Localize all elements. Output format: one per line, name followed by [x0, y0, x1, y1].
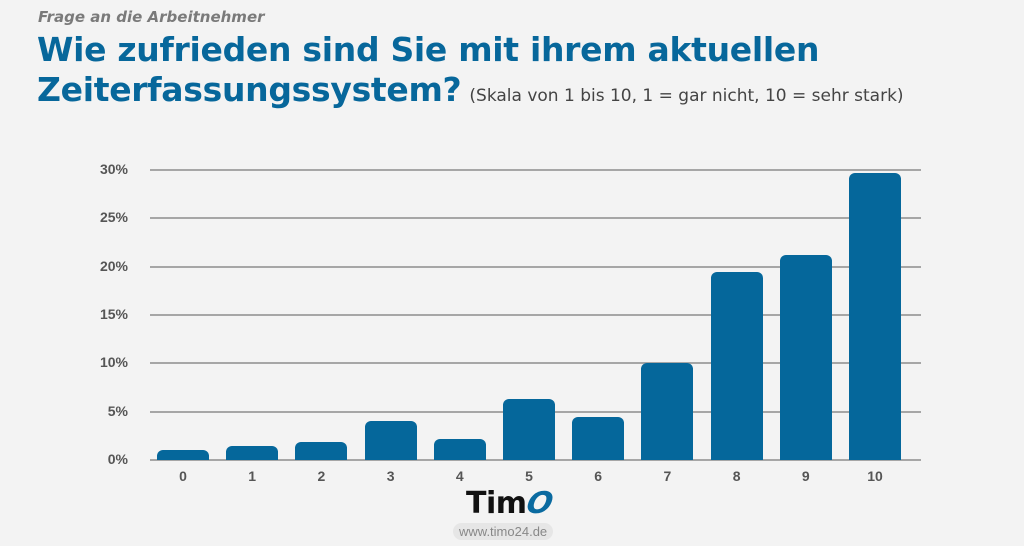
bar-9 — [779, 255, 832, 460]
bar-7 — [641, 363, 694, 460]
gridline — [150, 169, 921, 171]
x-tick-label: 8 — [732, 468, 741, 484]
bar-3 — [364, 421, 417, 460]
gridline — [150, 459, 921, 461]
y-tick-label: 30% — [99, 161, 128, 177]
bar-5 — [503, 399, 555, 460]
y-tick-label: 5% — [107, 402, 128, 419]
logo-text: Tim — [466, 486, 527, 521]
y-tick-label: 0% — [107, 451, 128, 467]
chart-subtitle: (Skala von 1 bis 10, 1 = gar nicht, 10 =… — [469, 86, 904, 106]
x-tick-label: 9 — [801, 468, 810, 484]
x-tick-label: 2 — [317, 468, 326, 484]
bar-6 — [572, 417, 625, 460]
title-line-1: Wie zufrieden sind Sie mit ihrem aktuell… — [37, 30, 820, 69]
bar-1 — [226, 445, 279, 460]
y-tick-label: 20% — [99, 257, 128, 274]
bar-10 — [849, 172, 901, 460]
chart-title: Wie zufrieden sind Sie mit ihrem aktuell… — [37, 30, 904, 116]
x-tick-label: 1 — [248, 468, 257, 484]
website-url: www.timo24.de — [453, 523, 554, 540]
title-line-2-wrap: Zeiterfassungssystem? (Skala von 1 bis 10… — [37, 70, 904, 116]
x-tick-label: 6 — [594, 468, 603, 484]
y-tick-label: 25% — [99, 209, 128, 226]
bar-8 — [710, 271, 763, 460]
x-tick-label: 10 — [867, 468, 883, 484]
gridline — [150, 362, 921, 365]
timo-logo: TimO — [466, 486, 556, 521]
bar-2 — [295, 441, 348, 460]
y-tick-label: 15% — [99, 306, 128, 322]
y-tick-label: 10% — [99, 354, 128, 371]
gridline — [150, 217, 921, 220]
x-tick-label: 3 — [386, 468, 395, 484]
title-line-2: Zeiterfassungssystem? — [37, 70, 462, 109]
kicker-text: Frage an die Arbeitnehmer — [38, 8, 265, 26]
x-tick-label: 7 — [663, 468, 672, 484]
bar-4 — [433, 438, 486, 460]
logo-o-icon: O — [522, 486, 556, 521]
x-tick-label: 4 — [455, 468, 464, 484]
x-tick-label: 5 — [525, 468, 533, 484]
gridline — [150, 265, 921, 268]
bar-0 — [157, 450, 209, 460]
gridline — [150, 314, 921, 316]
x-tick-label: 0 — [179, 468, 187, 484]
